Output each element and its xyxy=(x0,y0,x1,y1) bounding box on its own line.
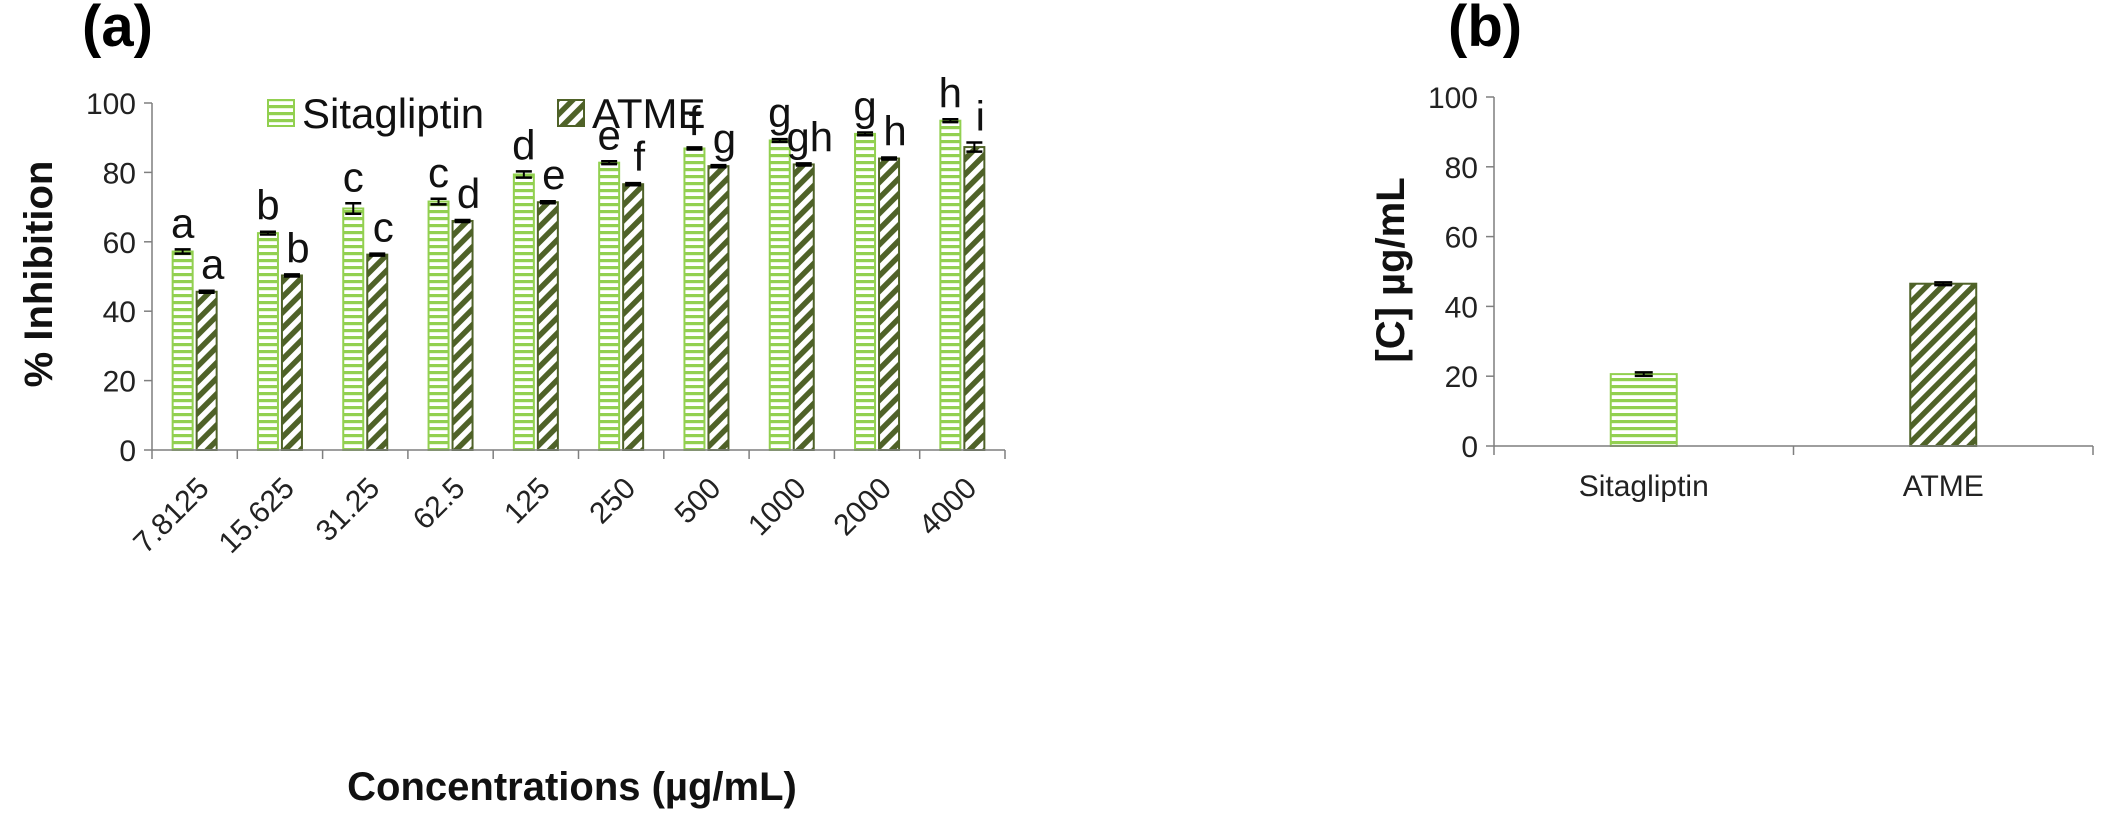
panel-b-label: (b) xyxy=(1448,0,1522,59)
x-tick-label: 62.5 xyxy=(407,472,472,537)
bar-atme xyxy=(707,165,730,452)
bar-sitagliptin xyxy=(768,139,791,451)
panel-a: (a) % Inhibition Concentrations (µg/mL) … xyxy=(17,0,1006,809)
y-tick-label: 40 xyxy=(103,296,136,329)
y-tick-label: 60 xyxy=(103,227,136,260)
significance-letter-sitagliptin: g xyxy=(853,82,876,129)
significance-letter-sitagliptin: f xyxy=(689,97,701,144)
significance-letter-sitagliptin: g xyxy=(768,89,791,136)
bar-atme xyxy=(878,157,901,452)
panel-a-label: (a) xyxy=(82,0,153,59)
y-tick-label: 40 xyxy=(1445,291,1478,324)
bar-atme xyxy=(280,274,303,452)
bar-atme xyxy=(451,219,474,451)
x-tick-label: 31.25 xyxy=(310,472,386,548)
panel-a-axes xyxy=(151,103,1005,451)
significance-letter-atme: c xyxy=(373,204,394,251)
significance-letter-atme: h xyxy=(883,107,906,154)
significance-letter-sitagliptin: a xyxy=(171,199,195,246)
bar-sitagliptin xyxy=(342,207,365,451)
panel-b-axes xyxy=(1493,97,2093,447)
bar-sitagliptin xyxy=(1609,373,1678,447)
bar-sitagliptin xyxy=(512,173,535,451)
bar-sitagliptin xyxy=(939,119,962,452)
x-tick-label: 15.625 xyxy=(213,472,301,560)
bar-atme xyxy=(963,146,986,451)
y-tick-label: 0 xyxy=(119,435,136,468)
bar-sitagliptin xyxy=(171,250,194,451)
x-tick-label: Sitagliptin xyxy=(1579,470,1709,503)
bar-atme xyxy=(536,201,559,451)
significance-letter-atme: i xyxy=(976,93,985,140)
bar-atme xyxy=(792,163,815,451)
y-tick-label: 100 xyxy=(1428,82,1478,115)
significance-letter-sitagliptin: d xyxy=(512,121,535,168)
significance-letter-atme: d xyxy=(457,170,480,217)
panel-a-y-ticks: 0 20 40 60 80 100 xyxy=(86,88,152,468)
panel-b-x-ticks: Sitagliptin ATME xyxy=(1493,446,2094,503)
legend-label-atme: ATME xyxy=(592,90,706,137)
x-tick-label: 125 xyxy=(498,472,557,531)
bar-sitagliptin xyxy=(598,161,621,452)
significance-letter-sitagliptin: b xyxy=(256,182,279,229)
significance-letter-sitagliptin: c xyxy=(428,149,449,196)
x-tick-label: ATME xyxy=(1903,470,1984,503)
y-tick-label: 20 xyxy=(1445,361,1478,394)
panel-b-y-axis-title: [C] µg/mL xyxy=(1369,177,1413,362)
panel-a-bars xyxy=(171,118,986,452)
legend-swatch-atme xyxy=(557,99,585,127)
y-tick-label: 80 xyxy=(1445,152,1478,185)
legend-label-sitagliptin: Sitagliptin xyxy=(302,90,484,137)
significance-letter-atme: f xyxy=(633,133,645,180)
x-tick-label: 500 xyxy=(669,472,728,531)
panel-b-bars xyxy=(1609,281,1978,447)
bar-atme xyxy=(622,183,645,451)
y-tick-label: 80 xyxy=(103,157,136,190)
panel-b: (b) [C] µg/mL 0 20 40 60 80 100 Sitagliptin AT… xyxy=(1369,0,2094,503)
significance-letter-atme: gh xyxy=(786,113,833,160)
significance-letter-sitagliptin: h xyxy=(939,69,962,116)
y-tick-label: 0 xyxy=(1461,431,1478,464)
significance-letter-atme: b xyxy=(286,224,309,271)
y-tick-label: 20 xyxy=(103,366,136,399)
x-tick-label: 2000 xyxy=(827,472,898,543)
x-tick-label: 7.8125 xyxy=(127,472,215,560)
y-tick-label: 60 xyxy=(1445,222,1478,255)
bar-sitagliptin xyxy=(683,147,706,451)
significance-letter-atme: g xyxy=(713,115,736,162)
panel-b-y-ticks: 0 20 40 60 80 100 xyxy=(1428,82,1494,464)
x-tick-label: 4000 xyxy=(913,472,984,543)
panel-a-y-axis-title: % Inhibition xyxy=(17,161,61,388)
x-tick-label: 250 xyxy=(583,472,642,531)
y-tick-label: 100 xyxy=(86,88,136,121)
panel-a-legend: Sitagliptin ATME xyxy=(267,90,706,137)
bar-sitagliptin xyxy=(854,132,877,451)
panel-a-x-axis-title: Concentrations (µg/mL) xyxy=(347,765,797,809)
x-tick-label: 1000 xyxy=(742,472,813,543)
significance-letter-sitagliptin: e xyxy=(597,111,620,158)
significance-letter-sitagliptin: c xyxy=(343,153,364,200)
bar-sitagliptin xyxy=(427,200,450,451)
significance-letter-atme: a xyxy=(201,241,225,288)
bar-atme xyxy=(1909,282,1978,447)
legend-swatch-sitagliptin xyxy=(267,99,295,127)
bar-sitagliptin xyxy=(256,232,279,451)
bar-atme xyxy=(366,253,389,451)
significance-letter-atme: e xyxy=(542,151,565,198)
bar-atme xyxy=(195,290,218,451)
